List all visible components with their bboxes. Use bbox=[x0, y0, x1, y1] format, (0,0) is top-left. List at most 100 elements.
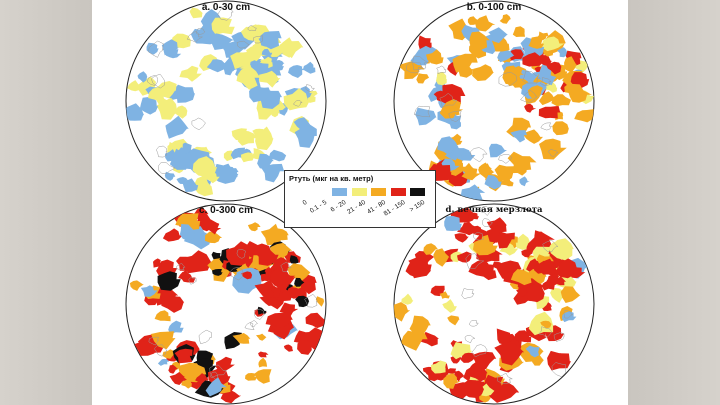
land-patch bbox=[220, 41, 245, 58]
land-patch bbox=[497, 49, 515, 63]
land-patch bbox=[134, 341, 159, 356]
coastline bbox=[252, 35, 264, 44]
coastline bbox=[236, 40, 250, 49]
land-patch bbox=[433, 248, 450, 267]
land-patch bbox=[418, 35, 432, 50]
land-patch bbox=[241, 271, 253, 280]
coastline bbox=[209, 364, 227, 378]
land-patch bbox=[262, 289, 275, 298]
land-patch bbox=[157, 358, 170, 366]
land-patch bbox=[510, 162, 528, 176]
land-patch bbox=[139, 96, 159, 115]
land-patch bbox=[294, 124, 317, 148]
coastline bbox=[236, 249, 247, 259]
coastline bbox=[540, 122, 552, 131]
land-patch bbox=[460, 352, 476, 363]
land-patch bbox=[140, 285, 158, 297]
coastline bbox=[153, 344, 168, 357]
land-patch bbox=[258, 357, 268, 368]
land-patch bbox=[168, 320, 184, 335]
land-patch bbox=[129, 280, 144, 291]
coastline bbox=[188, 277, 198, 285]
coastline bbox=[482, 218, 494, 227]
land-patch bbox=[454, 233, 469, 243]
land-patch bbox=[195, 373, 207, 384]
land-patch bbox=[209, 33, 235, 50]
land-patch bbox=[270, 242, 293, 258]
land-patch bbox=[293, 117, 311, 133]
land-patch bbox=[164, 171, 176, 181]
land-patch bbox=[537, 258, 559, 275]
land-patch bbox=[457, 251, 472, 263]
land-patch bbox=[447, 315, 460, 326]
land-patch bbox=[146, 42, 159, 55]
land-patch bbox=[205, 231, 223, 244]
coastline bbox=[195, 27, 206, 35]
coastline bbox=[305, 84, 315, 92]
coastline bbox=[175, 262, 186, 271]
legend-label: 6 - 20 bbox=[329, 199, 348, 214]
land-patch bbox=[447, 368, 457, 375]
land-patch bbox=[467, 16, 479, 25]
coastline bbox=[461, 288, 475, 299]
land-patch bbox=[462, 162, 475, 174]
blurred-background-left bbox=[0, 0, 92, 405]
land-patch bbox=[189, 7, 203, 19]
land-patch bbox=[182, 250, 212, 274]
land-patch bbox=[433, 90, 446, 102]
land-patch bbox=[212, 269, 223, 276]
land-patch bbox=[268, 149, 287, 162]
coastline bbox=[156, 145, 168, 158]
land-patch bbox=[494, 341, 525, 366]
land-patch bbox=[203, 171, 220, 184]
land-patch bbox=[174, 105, 188, 119]
coastline bbox=[473, 232, 484, 241]
coastline bbox=[247, 25, 257, 32]
land-patch bbox=[444, 215, 462, 231]
map-panel-b: b. 0-100 cm bbox=[360, 0, 628, 202]
land-patch bbox=[154, 310, 171, 322]
land-patch bbox=[260, 56, 273, 69]
land-patch bbox=[291, 65, 303, 75]
land-patch bbox=[190, 28, 215, 44]
legend-swatch bbox=[312, 188, 328, 196]
coastline bbox=[146, 75, 159, 86]
coastline bbox=[254, 308, 266, 320]
land-patch bbox=[484, 175, 502, 190]
coastline bbox=[406, 62, 423, 74]
land-patch bbox=[527, 85, 543, 99]
land-patch bbox=[165, 115, 189, 139]
land-patch bbox=[265, 312, 293, 329]
coastline bbox=[412, 55, 430, 71]
coastline bbox=[436, 65, 446, 75]
land-patch bbox=[574, 109, 594, 123]
land-patch bbox=[302, 61, 316, 74]
land-patch bbox=[460, 184, 486, 200]
land-patch bbox=[194, 175, 214, 197]
land-patch bbox=[502, 65, 524, 86]
legend-swatch bbox=[351, 188, 367, 196]
land-patch bbox=[161, 296, 185, 313]
coastline bbox=[538, 326, 553, 339]
land-patch bbox=[489, 143, 507, 158]
coastline bbox=[498, 71, 518, 87]
land-patch bbox=[521, 249, 533, 258]
land-patch bbox=[468, 212, 479, 220]
coastline bbox=[522, 71, 542, 84]
land-patch bbox=[516, 287, 528, 297]
land-patch bbox=[258, 36, 272, 47]
land-patch bbox=[232, 333, 251, 344]
land-patch bbox=[157, 271, 181, 291]
land-patch bbox=[168, 364, 178, 374]
panel-label-b: b. 0-100 cm bbox=[466, 2, 522, 13]
land-patch bbox=[552, 276, 566, 286]
land-patch bbox=[561, 311, 577, 323]
land-patch bbox=[276, 41, 304, 59]
land-patch bbox=[179, 271, 196, 283]
land-patch bbox=[426, 49, 444, 65]
coastline bbox=[148, 336, 160, 346]
land-patch bbox=[205, 377, 227, 397]
land-patch bbox=[237, 130, 256, 146]
land-patch bbox=[427, 367, 442, 382]
land-patches bbox=[394, 204, 588, 403]
